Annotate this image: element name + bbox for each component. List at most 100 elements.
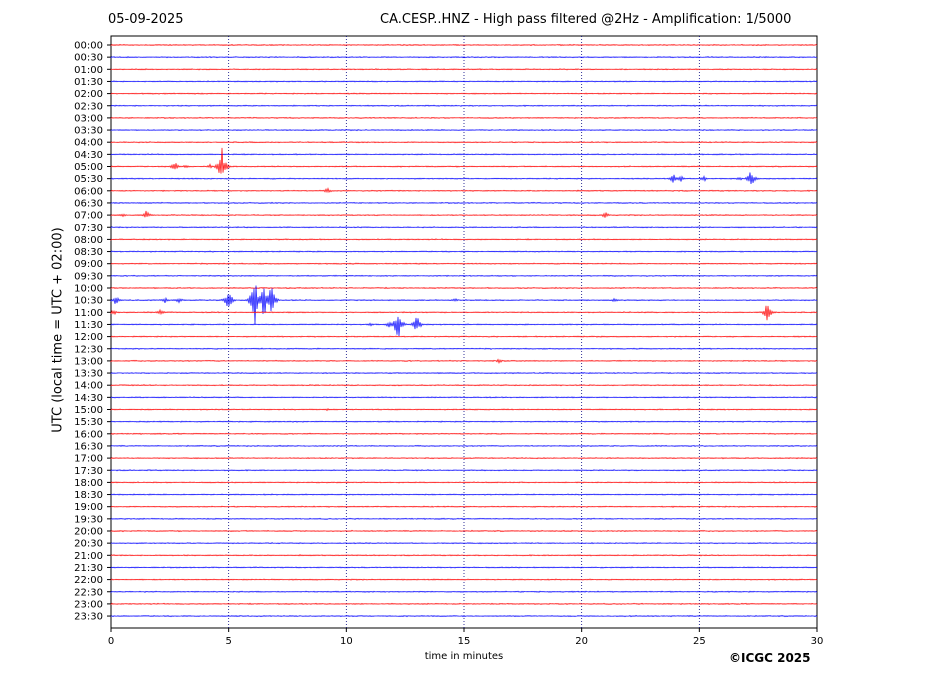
trace-20:30 [110, 542, 818, 545]
y-tick-label-23:30: 23:30 [74, 612, 103, 623]
y-tick-label-22:30: 22:30 [74, 587, 103, 598]
trace-05:00 [110, 147, 818, 174]
y-tick-label-23:00: 23:00 [74, 599, 103, 610]
y-tick-label-09:30: 09:30 [74, 271, 103, 282]
trace-03:30 [110, 128, 818, 132]
x-tick-label-0: 0 [108, 636, 114, 647]
trace-09:00 [110, 262, 818, 265]
x-tick-label-5: 5 [225, 636, 231, 647]
y-tick-label-20:00: 20:00 [74, 527, 103, 538]
trace-08:30 [110, 250, 818, 253]
y-tick-label-02:30: 02:30 [74, 101, 103, 112]
chart-date: 05-09-2025 [108, 12, 184, 27]
trace-09:30 [110, 274, 818, 277]
trace-23:00 [110, 602, 818, 606]
trace-19:30 [110, 517, 818, 521]
trace-15:30 [110, 420, 818, 423]
trace-14:30 [110, 396, 818, 399]
copyright-label: ©ICGC 2025 [729, 651, 811, 665]
y-tick-label-07:30: 07:30 [74, 223, 103, 234]
trace-00:00 [110, 43, 818, 47]
trace-18:00 [110, 481, 818, 484]
trace-13:30 [110, 371, 818, 375]
y-tick-label-08:00: 08:00 [74, 235, 103, 246]
y-tick-label-13:30: 13:30 [74, 369, 103, 380]
trace-06:30 [110, 201, 818, 205]
y-tick-label-04:30: 04:30 [74, 150, 103, 161]
trace-14:00 [110, 384, 818, 387]
trace-15:00 [110, 407, 818, 412]
y-tick-label-20:30: 20:30 [74, 539, 103, 550]
y-tick-label-15:30: 15:30 [74, 417, 103, 428]
trace-12:00 [110, 335, 818, 338]
y-tick-label-05:00: 05:00 [74, 162, 103, 173]
y-tick-label-10:00: 10:00 [74, 284, 103, 295]
trace-21:30 [110, 566, 818, 569]
trace-22:30 [110, 590, 818, 594]
trace-02:30 [110, 104, 818, 107]
y-tick-label-01:30: 01:30 [74, 77, 103, 88]
y-tick-label-12:00: 12:00 [74, 332, 103, 343]
trace-10:00 [110, 286, 818, 290]
x-tick-label-20: 20 [575, 636, 588, 647]
trace-00:30 [110, 55, 818, 59]
x-tick-label-30: 30 [811, 636, 824, 647]
y-tick-label-21:30: 21:30 [74, 563, 103, 574]
trace-02:00 [110, 92, 818, 95]
x-tick-label-10: 10 [340, 636, 353, 647]
trace-12:30 [110, 347, 818, 350]
trace-17:30 [110, 469, 818, 472]
y-tick-label-21:00: 21:00 [74, 551, 103, 562]
y-tick-label-10:30: 10:30 [74, 296, 103, 307]
trace-11:00 [110, 305, 818, 321]
y-tick-label-12:30: 12:30 [74, 344, 103, 355]
y-tick-label-06:00: 06:00 [74, 186, 103, 197]
trace-01:00 [110, 68, 818, 71]
y-tick-label-02:00: 02:00 [74, 89, 103, 100]
y-tick-label-08:30: 08:30 [74, 247, 103, 258]
x-tick-label-15: 15 [458, 636, 471, 647]
y-tick-label-19:00: 19:00 [74, 502, 103, 513]
y-tick-label-22:00: 22:00 [74, 575, 103, 586]
y-tick-label-11:00: 11:00 [74, 308, 103, 319]
y-tick-label-17:00: 17:00 [74, 454, 103, 465]
chart-title: CA.CESP..HNZ - High pass filtered @2Hz -… [380, 12, 792, 27]
y-tick-label-18:30: 18:30 [74, 490, 103, 501]
trace-05:30 [110, 172, 818, 184]
x-tick-label-25: 25 [693, 636, 706, 647]
plot-frame [110, 35, 818, 629]
y-tick-label-11:30: 11:30 [74, 320, 103, 331]
y-tick-label-00:00: 00:00 [74, 41, 103, 52]
trace-17:00 [110, 456, 818, 460]
trace-07:00 [110, 210, 818, 218]
trace-08:00 [110, 238, 818, 241]
y-tick-label-07:00: 07:00 [74, 211, 103, 222]
trace-06:00 [110, 187, 818, 194]
trace-16:00 [110, 432, 818, 436]
trace-16:30 [110, 444, 818, 448]
y-tick-label-01:00: 01:00 [74, 65, 103, 76]
y-tick-label-14:00: 14:00 [74, 381, 103, 392]
trace-01:30 [110, 80, 818, 83]
y-tick-label-06:30: 06:30 [74, 198, 103, 209]
y-tick-label-15:00: 15:00 [74, 405, 103, 416]
trace-19:00 [110, 505, 818, 508]
y-tick-label-16:30: 16:30 [74, 441, 103, 452]
trace-11:30 [110, 316, 818, 336]
trace-10:30 [110, 285, 818, 325]
y-tick-label-05:30: 05:30 [74, 174, 103, 185]
trace-22:00 [110, 578, 818, 581]
trace-07:30 [110, 226, 818, 229]
trace-23:30 [110, 614, 818, 618]
y-tick-label-04:00: 04:00 [74, 138, 103, 149]
y-tick-label-18:00: 18:00 [74, 478, 103, 489]
trace-13:00 [110, 358, 818, 365]
y-tick-label-03:30: 03:30 [74, 126, 103, 137]
y-tick-label-17:30: 17:30 [74, 466, 103, 477]
y-tick-label-19:30: 19:30 [74, 514, 103, 525]
y-tick-label-03:00: 03:00 [74, 113, 103, 124]
trace-04:00 [110, 141, 818, 144]
trace-21:00 [110, 554, 818, 557]
y-tick-label-14:30: 14:30 [74, 393, 103, 404]
